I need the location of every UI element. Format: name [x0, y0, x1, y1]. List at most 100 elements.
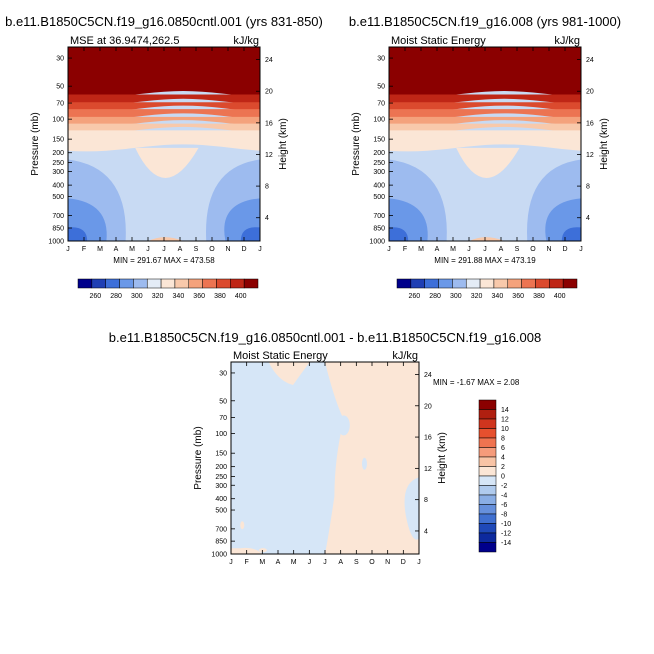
x-tick-label: J	[66, 246, 70, 253]
x-tick-label: J	[417, 559, 421, 566]
colorbar-box	[478, 542, 497, 553]
colorbar-box	[478, 437, 497, 448]
y2-tick-label: 20	[424, 403, 432, 410]
colorbar-box	[478, 494, 497, 505]
stratosphere-band-6	[68, 130, 260, 152]
y2-tick-label: 8	[424, 497, 428, 504]
y-tick-label: 250	[215, 474, 227, 481]
min-max-stats: MIN = -1.67 MAX = 2.08	[433, 378, 520, 387]
min-max-stats: MIN = 291.88 MAX = 473.19	[434, 256, 536, 265]
negative-diff-blob-small	[361, 457, 367, 470]
y-tick-label: 300	[373, 169, 385, 176]
colorbar-box	[452, 278, 467, 289]
panel-variable-label: Moist Static Energy	[233, 350, 328, 362]
y2-tick-label: 4	[265, 215, 269, 222]
panel-2: Moist Static Energy kJ/kg b.e11.B1850C5CN.…	[349, 14, 621, 300]
y-tick-label: 100	[215, 431, 227, 438]
y2-tick-label: 8	[586, 184, 590, 191]
y2-tick-label: 24	[424, 372, 432, 379]
y2-tick-label: 4	[424, 528, 428, 535]
x-tick-label: A	[178, 246, 183, 253]
colorbar-box	[410, 278, 425, 289]
colorbar-box	[478, 418, 497, 429]
panel-variable-label: Moist Static Energy	[391, 35, 486, 47]
y2-axis-label: Height (km)	[278, 118, 289, 170]
colorbar-box	[478, 532, 497, 543]
colorbar-box	[478, 447, 497, 458]
x-tick-label: D	[401, 559, 406, 566]
y2-tick-label: 8	[265, 184, 269, 191]
winter-cool-lobe-5	[240, 227, 260, 241]
x-tick-label: S	[354, 559, 359, 566]
colorbar-label: 12	[501, 417, 509, 424]
y-tick-label: 1000	[48, 239, 64, 246]
x-tick-label: M	[450, 246, 456, 253]
y2-axis-label: Height (km)	[437, 432, 448, 484]
colorbar-box	[493, 278, 509, 289]
panel-3: Moist Static Energy kJ/kg b.e11.B1850C5CN.…	[109, 330, 541, 566]
colorbar-label: 260	[89, 293, 101, 300]
y-tick-label: 400	[373, 183, 385, 190]
colorbar-label: 360	[512, 293, 524, 300]
y-tick-label: 1000	[211, 552, 227, 559]
y-tick-label: 200	[52, 150, 64, 157]
colorbar-box	[478, 504, 497, 515]
y2-tick-label: 4	[586, 215, 590, 222]
y-tick-label: 70	[219, 415, 227, 422]
colorbar-label: 360	[193, 293, 205, 300]
colorbar-label: 320	[152, 293, 164, 300]
colorbar-label: 10	[501, 426, 509, 433]
panel-title: b.e11.B1850C5CN.f19_g16.0850cntl.001 (yr…	[5, 14, 323, 29]
colorbar-box	[521, 278, 536, 289]
colorbar-label: -10	[501, 521, 511, 528]
colorbar-label: 6	[501, 445, 505, 452]
colorbar-label: 4	[501, 455, 505, 462]
y-tick-label: 50	[377, 84, 385, 91]
colorbar-box	[146, 278, 162, 289]
negative-diff-region	[231, 362, 344, 554]
colorbar-box	[478, 513, 497, 524]
colorbar-label: 400	[554, 293, 566, 300]
panel-units-label: kJ/kg	[392, 350, 418, 362]
colorbar-label: 380	[533, 293, 545, 300]
y-tick-label: 700	[215, 526, 227, 533]
y-axis-label: Pressure (mb)	[351, 112, 362, 175]
x-tick-label: F	[403, 246, 407, 253]
colorbar-label: 400	[235, 293, 247, 300]
positive-diff-spot-surface	[258, 548, 267, 553]
colorbar-box	[243, 278, 259, 289]
colorbar-box	[119, 278, 134, 289]
y-tick-label: 200	[373, 150, 385, 157]
colorbar-label: 260	[408, 293, 420, 300]
colorbar-box	[105, 278, 120, 289]
x-tick-label: M	[418, 246, 424, 253]
y-tick-label: 700	[52, 213, 64, 220]
y-tick-label: 400	[215, 496, 227, 503]
colorbar-box	[478, 409, 497, 420]
x-tick-label: J	[387, 246, 391, 253]
colorbar-box	[562, 278, 578, 289]
colorbar-box	[188, 278, 203, 289]
colorbar-box	[174, 278, 190, 289]
y-tick-label: 200	[215, 464, 227, 471]
y-tick-label: 250	[52, 160, 64, 167]
colorbar-label: 280	[429, 293, 441, 300]
x-tick-label: F	[82, 246, 86, 253]
x-tick-label: D	[562, 246, 567, 253]
colorbar-label: 14	[501, 407, 509, 414]
colorbar-box	[230, 278, 245, 289]
x-tick-label: O	[530, 246, 536, 253]
colorbar-box	[438, 278, 453, 289]
colorbar-box	[424, 278, 439, 289]
x-tick-label: A	[276, 559, 281, 566]
x-tick-label: M	[129, 246, 135, 253]
y2-tick-label: 12	[586, 152, 594, 159]
x-tick-label: J	[162, 246, 166, 253]
x-tick-label: M	[291, 559, 297, 566]
x-tick-label: J	[308, 559, 312, 566]
colorbar-label: 2	[501, 464, 505, 471]
y2-tick-label: 16	[586, 120, 594, 127]
y2-axis-label: Height (km)	[599, 118, 610, 170]
positive-diff-spot-left	[240, 521, 245, 530]
x-tick-label: O	[369, 559, 375, 566]
